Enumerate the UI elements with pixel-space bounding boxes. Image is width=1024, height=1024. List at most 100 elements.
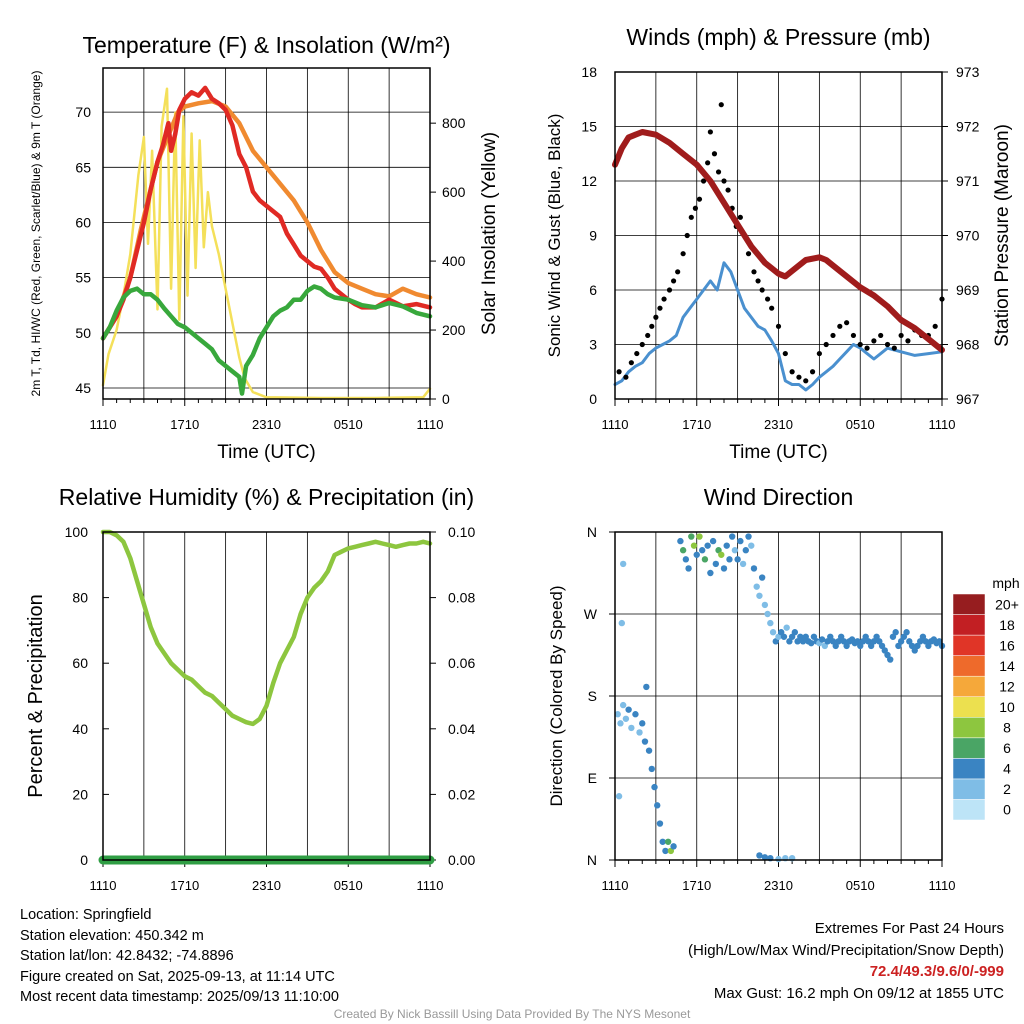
x-tick-label: 1710 — [170, 417, 199, 432]
pressure-line — [612, 129, 945, 353]
y-axis-label: Sonic Wind & Gust (Blue, Black) — [545, 114, 564, 358]
gust-point — [707, 129, 713, 135]
y2-tick-label: 0.06 — [448, 655, 475, 671]
direction-point — [780, 633, 788, 640]
x-tick-label: 2310 — [252, 417, 281, 432]
x-tick-label: 2310 — [764, 417, 793, 432]
gust-point — [796, 374, 802, 380]
y2-tick-label: 0 — [442, 391, 450, 407]
direction-point — [664, 838, 672, 845]
legend-swatch — [952, 799, 986, 821]
y-tick-label: 20 — [72, 786, 88, 802]
legend-label: 16 — [999, 637, 1015, 653]
extremes-title: Extremes For Past 24 Hours — [814, 920, 1004, 937]
direction-point — [632, 711, 639, 718]
gust-point — [745, 251, 752, 257]
direction-point — [614, 711, 621, 718]
temperature-insolation-panel: 1110 1710 2310 0510 1110 Temperature (F) & In… — [29, 32, 500, 463]
legend-label: 20+ — [995, 596, 1019, 612]
direction-point — [818, 636, 826, 643]
plot-border — [102, 531, 431, 861]
x-tick-label: 0510 — [334, 878, 363, 893]
x-tick-label: 1710 — [170, 878, 199, 893]
gust-point — [759, 287, 765, 293]
y-tick-label: 60 — [72, 655, 88, 671]
legend-swatch — [952, 737, 986, 759]
gust-point — [864, 345, 870, 351]
gust-point — [891, 345, 897, 351]
y-tick-label: 3 — [589, 337, 597, 353]
legend-swatch — [952, 758, 986, 780]
direction-point — [645, 747, 653, 754]
y-axis-label: Percent & Precipitation — [25, 594, 47, 797]
gust-point — [775, 323, 782, 329]
direction-point — [756, 592, 763, 599]
panel-title: Winds (mph) & Pressure (mb) — [626, 24, 930, 50]
y-tick-label: E — [588, 770, 597, 786]
y-axis-label: 2m T, Td, HI/WC (Red, Green, Scarlet/Blu… — [29, 71, 43, 397]
x-axis-label: Time (UTC) — [217, 442, 316, 463]
direction-point — [704, 542, 711, 549]
direction-point — [887, 656, 894, 663]
y2-tick-label: 972 — [956, 119, 980, 135]
y2-tick-label: 971 — [956, 173, 980, 189]
gust-point — [871, 338, 877, 344]
direction-point — [767, 619, 774, 627]
x-tick-label: 1710 — [682, 417, 711, 432]
y-tick-label: 6 — [589, 282, 597, 298]
y2-tick-label: 200 — [442, 322, 466, 338]
gust-point — [809, 369, 816, 375]
gust-point — [649, 323, 655, 329]
legend-label: 6 — [1003, 740, 1011, 756]
panel-title: Wind Direction — [704, 484, 854, 510]
direction-point — [659, 838, 666, 845]
y-tick-label: 0 — [589, 391, 597, 407]
gust-point — [675, 269, 681, 275]
legend-label: 12 — [999, 678, 1015, 694]
gust-point — [688, 214, 694, 220]
created-text: Figure created on Sat, 2025-09-13, at 11… — [20, 968, 335, 985]
gust-point — [721, 178, 727, 184]
direction-point — [769, 629, 777, 636]
y2-tick-label: 970 — [956, 228, 980, 244]
x-tick-label: 1710 — [682, 878, 711, 893]
x-tick-label: 1110 — [90, 417, 117, 432]
legend-swatch — [952, 717, 986, 739]
gust-point — [830, 332, 836, 339]
x-tick-label: 2310 — [764, 878, 793, 893]
direction-point — [688, 533, 695, 540]
y2-tick-label: 0.10 — [448, 524, 475, 540]
legend-swatch — [952, 778, 986, 800]
gust-point — [782, 350, 788, 357]
wind-speed-line — [613, 261, 944, 392]
legend-label: 2 — [1003, 781, 1011, 797]
x-axis-label: Time (UTC) — [729, 442, 828, 463]
y2-tick-label: 969 — [956, 282, 980, 298]
legend-label: 18 — [999, 617, 1015, 633]
gust-point — [898, 332, 904, 339]
y-tick-label: N — [587, 852, 597, 868]
y-tick-label: 55 — [75, 270, 91, 286]
direction-point — [619, 701, 627, 709]
gust-point — [850, 332, 857, 339]
direction-point — [761, 601, 769, 609]
plot-border — [614, 531, 943, 861]
latlon-text: Station lat/lon: 42.8432; -74.8896 — [20, 948, 234, 964]
panel-title: Temperature (F) & Insolation (W/m²) — [82, 32, 450, 58]
gust-point — [616, 369, 622, 375]
direction-point — [734, 556, 741, 563]
direction-point — [615, 793, 623, 800]
direction-point — [756, 852, 763, 859]
x-tick-label: 1110 — [417, 417, 444, 432]
gust-point — [657, 305, 663, 311]
direction-point — [679, 547, 687, 554]
x-tick-label: 1110 — [90, 878, 117, 893]
gust-point — [684, 232, 690, 239]
y2-tick-label: 0.08 — [448, 590, 475, 606]
direction-point — [775, 855, 782, 863]
y-tick-label: 70 — [75, 104, 91, 120]
direction-point — [726, 556, 733, 563]
gust-point — [653, 314, 659, 320]
direction-point — [677, 537, 684, 545]
legend-label: 10 — [999, 699, 1015, 715]
